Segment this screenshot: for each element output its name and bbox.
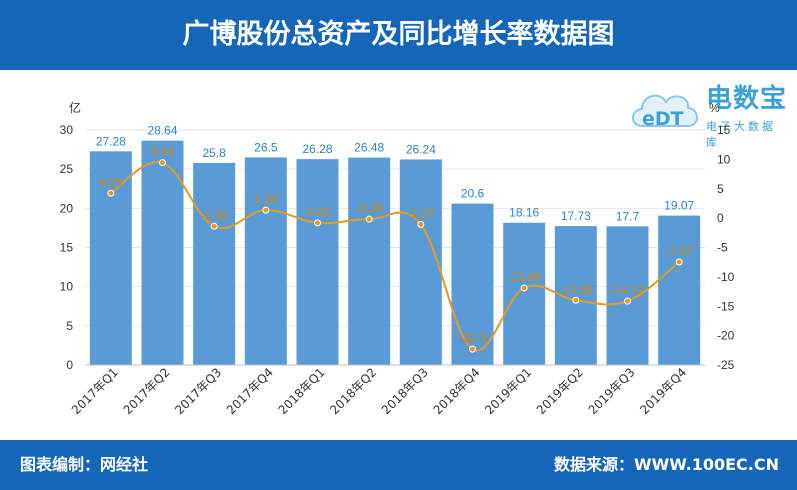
bar-data-label: 26.5 — [254, 140, 278, 154]
y-left-axis-label: 亿 — [69, 100, 81, 115]
y-right-tick-label: 10 — [717, 152, 731, 166]
bar-data-label: 17.7 — [616, 209, 640, 223]
line-point — [314, 219, 321, 227]
line-point — [365, 215, 373, 223]
bar-data-label: 19.07 — [664, 199, 694, 213]
y-left-tick-label: 5 — [66, 319, 73, 333]
y-left-tick-label: 20 — [60, 201, 74, 215]
line-point — [210, 222, 218, 230]
y-left-tick-label: 10 — [60, 280, 74, 294]
y-right-tick-label: -5 — [717, 241, 728, 255]
cloud-logo-icon: eDT — [632, 94, 698, 130]
footer-source: 数据来源：WWW.100EC.CN — [553, 455, 779, 474]
x-tick-label: 2019年Q3 — [586, 365, 638, 417]
bar — [296, 159, 339, 365]
bar-data-label: 25.8 — [202, 146, 226, 160]
bar-data-label: 26.24 — [406, 142, 436, 156]
bar — [451, 203, 494, 365]
x-tick-label: 2018年Q2 — [327, 365, 379, 417]
line-point — [675, 258, 683, 266]
line-data-label: -1.39 — [200, 208, 228, 222]
bar — [89, 151, 132, 365]
line-point — [469, 345, 476, 353]
line-point — [417, 220, 425, 228]
bar-data-label: 26.48 — [354, 141, 384, 155]
bar-data-label: 17.73 — [561, 209, 591, 223]
bar-data-label: 20.6 — [461, 187, 485, 201]
logo-text: 电数宝 — [706, 84, 788, 114]
y-right-tick-label: 0 — [717, 211, 724, 225]
y-right-tick-label: -20 — [717, 329, 735, 343]
line-data-label: -7.47 — [665, 244, 693, 258]
line-point — [520, 284, 528, 292]
x-tick-label: 2018年Q4 — [431, 365, 483, 417]
line-data-label: 1.36 — [254, 192, 278, 206]
bar-data-label: 28.64 — [147, 124, 177, 138]
line-data-label: 9.44 — [151, 145, 175, 159]
line-point — [262, 206, 270, 214]
x-tick-label: 2018年Q3 — [379, 365, 431, 417]
line-data-label: -0.18 — [355, 201, 383, 215]
bar — [141, 140, 184, 365]
y-right-tick-label: -25 — [717, 358, 735, 372]
bar — [658, 215, 701, 365]
x-tick-label: 2017年Q1 — [69, 365, 121, 417]
y-right-tick-label: 5 — [717, 182, 724, 196]
y-left-tick-label: 0 — [66, 358, 73, 372]
y-right-tick-label: 15 — [717, 123, 731, 137]
footer-credit: 图表编制：网经社 — [20, 455, 149, 474]
footer-bar: 图表编制：网经社 数据来源：WWW.100EC.CN — [0, 440, 797, 490]
y-left-tick-label: 25 — [60, 162, 74, 176]
y-right-tick-label: -10 — [717, 270, 735, 284]
line-data-label: 4.23 — [99, 175, 123, 189]
logo-subtitle: 电子大数据库 — [706, 120, 776, 149]
line-data-label: -14.12 — [610, 283, 644, 297]
bar — [193, 162, 236, 365]
x-tick-label: 2018年Q1 — [276, 365, 328, 417]
y-left-tick-label: 30 — [60, 123, 74, 137]
y-left-tick-label: 15 — [60, 241, 74, 255]
line-point — [107, 189, 115, 197]
x-tick-label: 2017年Q3 — [172, 365, 224, 417]
bar-data-label: 27.28 — [96, 134, 126, 148]
line-point — [624, 297, 631, 305]
bar-data-label: 26.28 — [302, 142, 332, 156]
chart-title: 广博股份总资产及同比增长率数据图 — [182, 19, 615, 50]
line-data-label: -22.3 — [459, 331, 487, 345]
line-data-label: -1.07 — [407, 206, 435, 220]
line-data-label: -0.81 — [304, 205, 332, 219]
x-tick-label: 2019年Q4 — [637, 365, 689, 417]
line-point — [159, 159, 166, 167]
x-tick-label: 2019年Q1 — [482, 365, 534, 417]
line-data-label: -11.89 — [508, 270, 541, 284]
x-tick-label: 2019年Q2 — [534, 365, 586, 417]
logo-mark: eDT — [642, 108, 684, 130]
y-right-axis-label: % — [709, 101, 720, 115]
line-point — [572, 296, 580, 304]
bar — [606, 226, 649, 365]
bar-data-label: 18.16 — [509, 206, 539, 220]
bar — [503, 222, 546, 365]
x-tick-label: 2017年Q2 — [121, 365, 173, 417]
bar — [399, 159, 442, 365]
line-data-label: -13.98 — [559, 282, 593, 296]
bar — [244, 157, 287, 365]
bar — [348, 157, 391, 365]
chart-area: 0 5 10 15 20 25 30 -25 -20 -15 -10 -5 0 5 10 15 亿 % 27.28 2… — [60, 100, 735, 417]
brand-logo: eDT 电数宝 电子大数据库 — [628, 78, 788, 149]
y-right-tick-label: -15 — [717, 299, 735, 313]
header-bar: 广博股份总资产及同比增长率数据图 — [0, 0, 797, 70]
x-tick-label: 2017年Q4 — [224, 365, 276, 417]
